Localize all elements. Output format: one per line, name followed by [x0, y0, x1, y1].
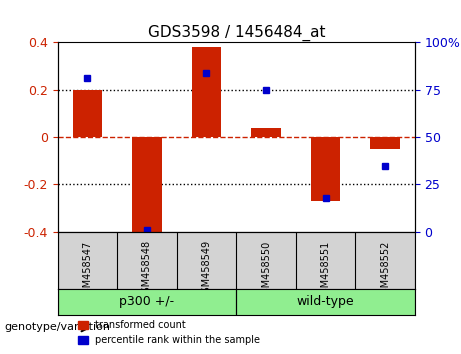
Text: wild-type: wild-type [297, 295, 355, 308]
Text: GSM458551: GSM458551 [320, 240, 331, 299]
Bar [132, 137, 162, 232]
Legend: transformed count, percentile rank within the sample: transformed count, percentile rank withi… [74, 316, 264, 349]
Bar [311, 137, 341, 201]
Text: GSM458547: GSM458547 [83, 240, 92, 299]
Text: GSM458552: GSM458552 [380, 240, 390, 300]
Text: genotype/variation: genotype/variation [5, 322, 111, 332]
Bar [72, 90, 102, 137]
Text: GSM458550: GSM458550 [261, 240, 271, 299]
Bar [370, 137, 400, 149]
Bar [251, 128, 281, 137]
Bar [192, 47, 221, 137]
Title: GDS3598 / 1456484_at: GDS3598 / 1456484_at [148, 25, 325, 41]
Text: p300 +/-: p300 +/- [119, 295, 175, 308]
Text: GSM458548: GSM458548 [142, 240, 152, 299]
Text: GSM458549: GSM458549 [201, 240, 212, 299]
